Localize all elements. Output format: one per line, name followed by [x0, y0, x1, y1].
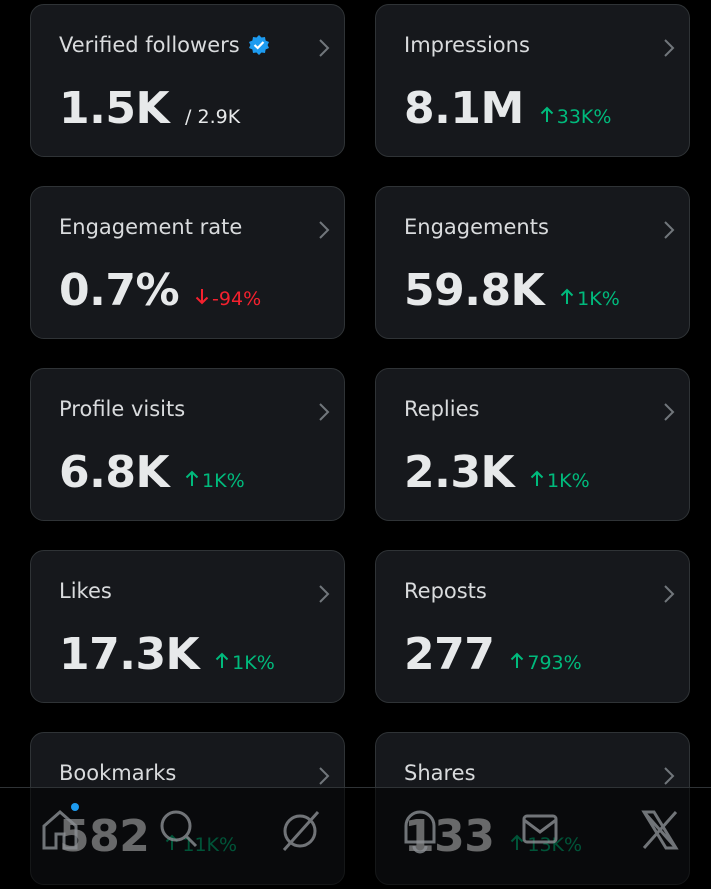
- card-change: 1K%: [185, 470, 245, 492]
- card-label: Engagement rate: [59, 215, 243, 239]
- card-label: Engagements: [404, 215, 549, 239]
- card-label: Likes: [59, 579, 112, 603]
- chevron-right: [319, 585, 330, 603]
- chevron-right: [319, 767, 330, 785]
- change-text: 33K%: [556, 106, 612, 128]
- chevron-right: [664, 403, 675, 421]
- arrow-up: [215, 652, 229, 668]
- card-label: Replies: [404, 397, 480, 421]
- card-value-row: 277 793%: [404, 629, 582, 680]
- card-value: 8.1M: [404, 83, 524, 134]
- card-change: -94%: [195, 288, 261, 310]
- card-value: 277: [404, 629, 495, 680]
- verified-badge: [248, 35, 269, 55]
- notifications-icon[interactable]: [404, 810, 436, 854]
- card-change: 33K%: [540, 106, 612, 128]
- arrow-down: [195, 289, 209, 305]
- card-label: Impressions: [404, 33, 530, 57]
- chevron-right: [319, 403, 330, 421]
- card-label: Verified followers: [59, 33, 240, 57]
- change-text: 793%: [527, 652, 582, 674]
- card-value: 17.3K: [59, 629, 200, 680]
- stat-card[interactable]: Engagements 59.8K 1K%: [375, 186, 690, 339]
- grok-icon[interactable]: [282, 810, 320, 852]
- card-label-row: Replies: [404, 397, 479, 421]
- card-change: 1K%: [560, 288, 620, 310]
- change-text: 1K%: [577, 288, 620, 310]
- change-text: 1K%: [232, 652, 275, 674]
- stat-card[interactable]: Impressions 8.1M 33K%: [375, 4, 690, 157]
- card-value-row: 6.8K 1K%: [59, 447, 245, 498]
- stat-card[interactable]: Verified followers 1.5K / 2.9K: [30, 4, 345, 157]
- arrow-up: [185, 470, 199, 486]
- arrow-up: [511, 652, 524, 668]
- arrow-up: [540, 106, 553, 122]
- card-label-row: Profile visits: [59, 397, 185, 421]
- card-value: 0.7%: [59, 265, 180, 316]
- card-value: 59.8K: [404, 265, 545, 316]
- card-label-row: Reposts: [404, 579, 487, 603]
- change-text: 1K%: [202, 470, 245, 492]
- card-label: Reposts: [404, 579, 487, 603]
- messages-icon[interactable]: [522, 814, 558, 844]
- arrow-up: [560, 288, 574, 304]
- card-label-row: Verified followers: [59, 33, 270, 57]
- card-change: 1K%: [215, 652, 275, 674]
- card-value-row: 17.3K 1K%: [59, 629, 275, 680]
- chevron-right: [664, 39, 675, 57]
- change-text: -94%: [212, 288, 262, 310]
- stat-card[interactable]: Reposts 277 793%: [375, 550, 690, 703]
- stat-card[interactable]: Replies 2.3K 1K%: [375, 368, 690, 521]
- arrow-up: [530, 470, 544, 486]
- card-value-row: 0.7% -94%: [59, 265, 261, 316]
- chevron-right: [319, 221, 330, 239]
- card-label: Bookmarks: [59, 761, 177, 785]
- stat-card[interactable]: Profile visits 6.8K 1K%: [30, 368, 345, 521]
- card-label-row: Likes: [59, 579, 112, 603]
- bottom-nav: [0, 787, 711, 889]
- card-value: 6.8K: [59, 447, 170, 498]
- home-indicator-dot: [71, 803, 79, 811]
- card-value-row: 1.5K / 2.9K: [59, 83, 240, 134]
- card-value-row: 8.1M 33K%: [404, 83, 611, 134]
- search-icon[interactable]: [160, 810, 198, 848]
- change-text: 1K%: [547, 470, 590, 492]
- stat-card[interactable]: Likes 17.3K 1K%: [30, 550, 345, 703]
- x-logo[interactable]: [641, 810, 679, 850]
- card-value-row: 59.8K 1K%: [404, 265, 620, 316]
- chevron-right: [664, 221, 675, 239]
- card-label: Shares: [404, 761, 476, 785]
- chevron-right: [664, 585, 675, 603]
- home-icon[interactable]: [42, 810, 78, 850]
- card-change: 1K%: [530, 470, 590, 492]
- chevron-right: [319, 39, 330, 57]
- card-label-row: Engagement rate: [59, 215, 242, 239]
- card-value: 2.3K: [404, 447, 515, 498]
- chevron-right: [664, 767, 675, 785]
- card-label: Profile visits: [59, 397, 186, 421]
- card-label-row: Impressions: [404, 33, 530, 57]
- card-label-row: Shares: [404, 761, 476, 785]
- nav-icons: [42, 803, 679, 854]
- stat-card[interactable]: Engagement rate 0.7% -94%: [30, 186, 345, 339]
- card-value-row: 2.3K 1K%: [404, 447, 590, 498]
- card-value: 1.5K: [59, 83, 170, 134]
- card-label-row: Engagements: [404, 215, 549, 239]
- card-total: / 2.9K: [185, 106, 241, 128]
- card-label-row: Bookmarks: [59, 761, 176, 785]
- card-change: 793%: [510, 652, 582, 674]
